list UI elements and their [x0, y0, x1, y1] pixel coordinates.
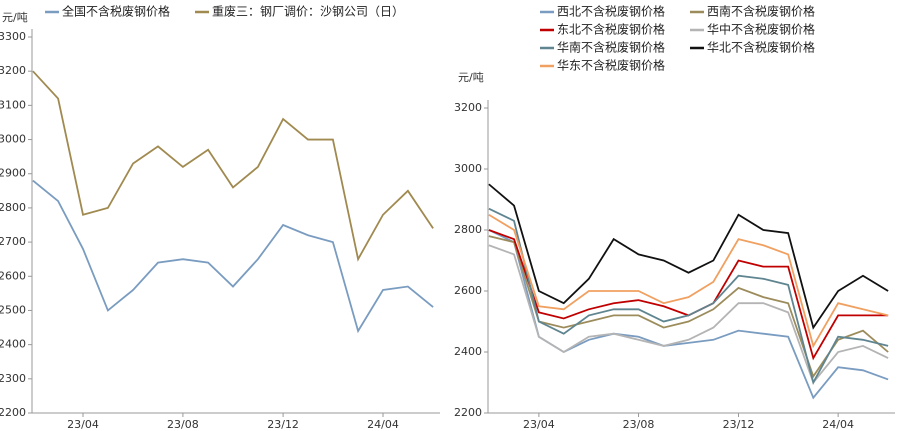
- y-tick-label: 2800: [454, 223, 482, 236]
- y-tick-label: 2200: [454, 406, 482, 419]
- legend-label: 全国不含税废钢价格: [62, 4, 170, 19]
- x-tick-label: 23/12: [267, 418, 299, 431]
- y-tick-label: 3200: [0, 64, 26, 77]
- x-tick-label: 23/04: [523, 418, 555, 431]
- y-tick-label: 2500: [0, 303, 26, 316]
- legend-label: 华中不含税废钢价格: [707, 22, 815, 37]
- series-line: [488, 183, 889, 330]
- y-tick-label: 2200: [0, 406, 26, 419]
- y-tick-label: 2800: [0, 201, 26, 214]
- legend-label: 华南不含税废钢价格: [557, 40, 665, 55]
- series-line: [488, 235, 889, 379]
- x-tick-label: 23/08: [167, 418, 199, 431]
- y-tick-label: 3200: [454, 101, 482, 114]
- legend-label: 西北不含税废钢价格: [557, 4, 665, 19]
- y-tick-label: 2300: [0, 372, 26, 385]
- y-tick-label: 2900: [0, 167, 26, 180]
- legend-label: 华东不含税废钢价格: [557, 58, 665, 73]
- series-line: [488, 207, 889, 385]
- y-tick-label: 2600: [0, 269, 26, 282]
- legend-label: 重废三：钢厂调价：沙钢公司（日）: [212, 4, 404, 19]
- legend-label: 东北不含税废钢价格: [557, 22, 665, 37]
- legend-label: 西南不含税废钢价格: [707, 4, 815, 19]
- series-line: [32, 70, 434, 262]
- y-tick-label: 3300: [0, 30, 26, 43]
- y-unit: 元/吨: [2, 11, 28, 24]
- y-unit: 元/吨: [458, 71, 484, 84]
- x-tick-label: 23/12: [723, 418, 755, 431]
- series-line: [32, 179, 434, 334]
- legend-label: 华北不含税废钢价格: [707, 40, 815, 55]
- y-tick-label: 2600: [454, 284, 482, 297]
- y-tick-label: 2400: [0, 338, 26, 351]
- y-tick-label: 2400: [454, 345, 482, 358]
- x-tick-label: 24/04: [822, 418, 854, 431]
- x-tick-label: 23/04: [67, 418, 99, 431]
- y-tick-label: 3000: [0, 133, 26, 146]
- series-line: [488, 244, 889, 385]
- y-tick-label: 3100: [0, 98, 26, 111]
- x-tick-label: 23/08: [623, 418, 655, 431]
- x-tick-label: 24/04: [367, 418, 399, 431]
- y-tick-label: 3000: [454, 162, 482, 175]
- y-tick-label: 2700: [0, 235, 26, 248]
- series-line: [488, 213, 889, 349]
